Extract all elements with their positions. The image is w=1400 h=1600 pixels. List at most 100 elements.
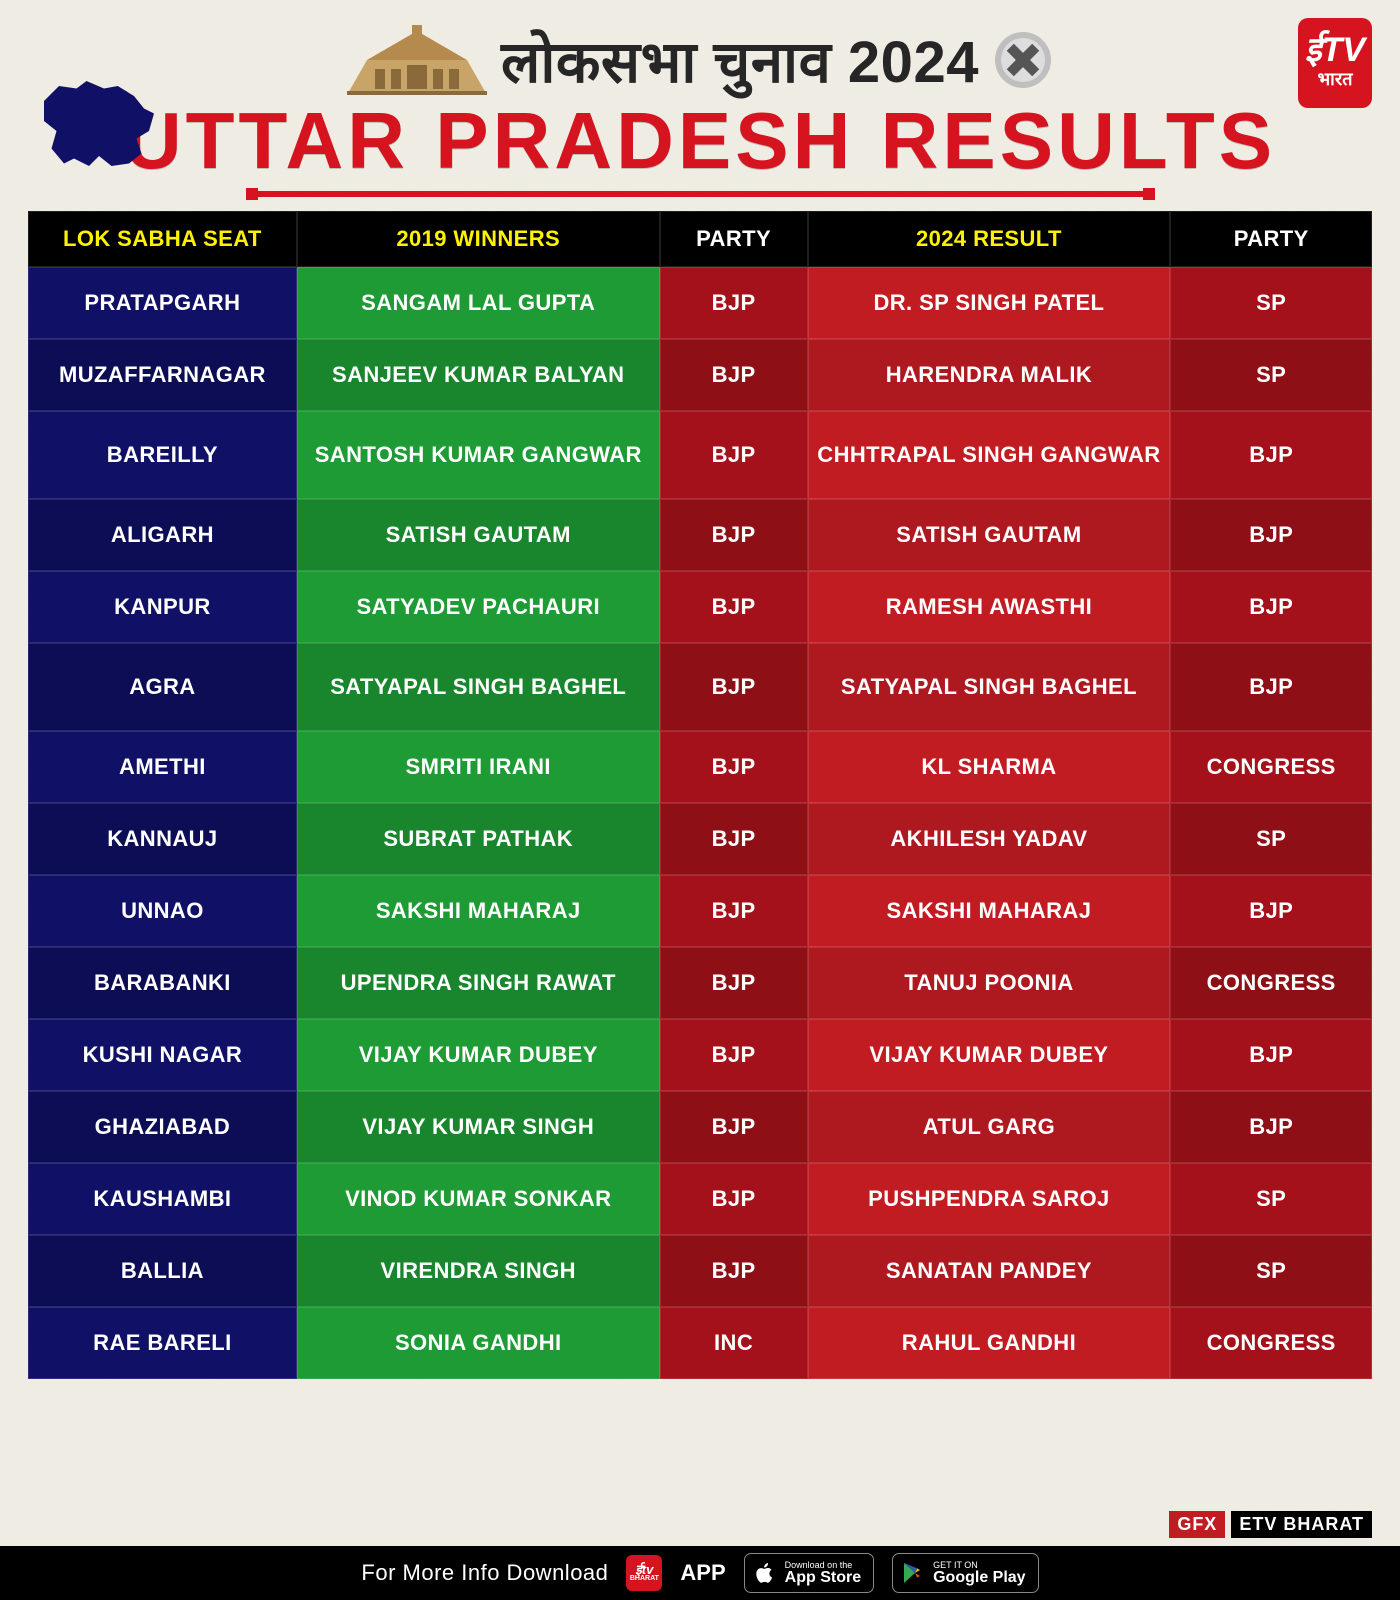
table-row: RAE BARELISONIA GANDHIINCRAHUL GANDHICON… bbox=[28, 1307, 1372, 1379]
table-row: AMETHISMRITI IRANIBJPKL SHARMACONGRESS bbox=[28, 731, 1372, 803]
table-row: UNNAOSAKSHI MAHARAJBJPSAKSHI MAHARAJBJP bbox=[28, 875, 1372, 947]
cell-win24: KL SHARMA bbox=[808, 731, 1171, 803]
cell-seat: KAUSHAMBI bbox=[28, 1163, 297, 1235]
cell-win24: RAHUL GANDHI bbox=[808, 1307, 1171, 1379]
table-row: KUSHI NAGARVIJAY KUMAR DUBEYBJPVIJAY KUM… bbox=[28, 1019, 1372, 1091]
cell-win24: AKHILESH YADAV bbox=[808, 803, 1171, 875]
cell-win24: DR. SP SINGH PATEL bbox=[808, 267, 1171, 339]
cell-win19: SANTOSH KUMAR GANGWAR bbox=[297, 411, 660, 499]
ballot-icon bbox=[993, 30, 1053, 90]
table-row: BARABANKIUPENDRA SINGH RAWATBJPTANUJ POO… bbox=[28, 947, 1372, 1019]
appstore-badge[interactable]: Download on the App Store bbox=[744, 1553, 874, 1593]
col-header: PARTY bbox=[1170, 211, 1372, 267]
cell-seat: PRATAPGARH bbox=[28, 267, 297, 339]
table-row: KANNAUJSUBRAT PATHAKBJPAKHILESH YADAVSP bbox=[28, 803, 1372, 875]
cell-win19: SAKSHI MAHARAJ bbox=[297, 875, 660, 947]
col-header: LOK SABHA SEAT bbox=[28, 211, 297, 267]
cell-p19: INC bbox=[660, 1307, 808, 1379]
app-label: APP bbox=[680, 1560, 725, 1586]
cell-win19: SMRITI IRANI bbox=[297, 731, 660, 803]
table-row: MUZAFFARNAGARSANJEEV KUMAR BALYANBJPHARE… bbox=[28, 339, 1372, 411]
cell-win19: VIJAY KUMAR DUBEY bbox=[297, 1019, 660, 1091]
devanagari-title: लोकसभा चुनाव 2024 bbox=[501, 20, 979, 99]
cell-seat: KUSHI NAGAR bbox=[28, 1019, 297, 1091]
cell-p24: SP bbox=[1170, 803, 1372, 875]
cell-p24: SP bbox=[1170, 1163, 1372, 1235]
table-row: GHAZIABADVIJAY KUMAR SINGHBJPATUL GARGBJ… bbox=[28, 1091, 1372, 1163]
cell-p19: BJP bbox=[660, 1019, 808, 1091]
cell-win19: SANGAM LAL GUPTA bbox=[297, 267, 660, 339]
apple-icon bbox=[753, 1561, 777, 1585]
cell-seat: ALIGARH bbox=[28, 499, 297, 571]
cell-p19: BJP bbox=[660, 499, 808, 571]
main-title: UTTAR PRADESH RESULTS bbox=[28, 95, 1372, 187]
cell-p19: BJP bbox=[660, 339, 808, 411]
cell-p24: BJP bbox=[1170, 1091, 1372, 1163]
cell-seat: KANNAUJ bbox=[28, 803, 297, 875]
cell-p24: CONGRESS bbox=[1170, 731, 1372, 803]
cell-seat: BALLIA bbox=[28, 1235, 297, 1307]
cell-win24: VIJAY KUMAR DUBEY bbox=[808, 1019, 1171, 1091]
results-table: LOK SABHA SEAT2019 WINNERSPARTY2024 RESU… bbox=[28, 211, 1372, 1379]
credit-strip: GFX ETV BHARAT bbox=[1169, 1511, 1372, 1538]
col-header: 2024 RESULT bbox=[808, 211, 1171, 267]
cell-p19: BJP bbox=[660, 947, 808, 1019]
cell-p24: SP bbox=[1170, 267, 1372, 339]
cell-win19: SATYAPAL SINGH BAGHEL bbox=[297, 643, 660, 731]
table-header-row: LOK SABHA SEAT2019 WINNERSPARTY2024 RESU… bbox=[28, 211, 1372, 267]
cell-win19: SUBRAT PATHAK bbox=[297, 803, 660, 875]
appstore-big: App Store bbox=[785, 1570, 861, 1586]
cell-win24: CHHTRAPAL SINGH GANGWAR bbox=[808, 411, 1171, 499]
cell-p19: BJP bbox=[660, 267, 808, 339]
header: लोकसभा चुनाव 2024 UTTAR PRADESH RESULTS bbox=[28, 20, 1372, 197]
cell-seat: RAE BARELI bbox=[28, 1307, 297, 1379]
cell-p19: BJP bbox=[660, 1091, 808, 1163]
cell-p24: BJP bbox=[1170, 643, 1372, 731]
table-row: KAUSHAMBIVINOD KUMAR SONKARBJPPUSHPENDRA… bbox=[28, 1163, 1372, 1235]
col-header: PARTY bbox=[660, 211, 808, 267]
parliament-icon bbox=[347, 25, 487, 95]
infographic-canvas: ईTV भारत लोकसभा च bbox=[0, 0, 1400, 1600]
cell-p19: BJP bbox=[660, 731, 808, 803]
play-big: Google Play bbox=[933, 1570, 1025, 1586]
cell-p19: BJP bbox=[660, 875, 808, 947]
footer-bar: For More Info Download ईtvBHARAT APP Dow… bbox=[0, 1546, 1400, 1600]
cell-win24: SAKSHI MAHARAJ bbox=[808, 875, 1171, 947]
logo-bottom: भारत bbox=[1318, 67, 1353, 91]
cell-win24: SANATAN PANDEY bbox=[808, 1235, 1171, 1307]
cell-win24: PUSHPENDRA SAROJ bbox=[808, 1163, 1171, 1235]
cell-p19: BJP bbox=[660, 1163, 808, 1235]
cell-seat: GHAZIABAD bbox=[28, 1091, 297, 1163]
cell-p24: BJP bbox=[1170, 499, 1372, 571]
cell-win19: SANJEEV KUMAR BALYAN bbox=[297, 339, 660, 411]
cell-win19: VIJAY KUMAR SINGH bbox=[297, 1091, 660, 1163]
table-row: KANPURSATYADEV PACHAURIBJPRAMESH AWASTHI… bbox=[28, 571, 1372, 643]
cell-p19: BJP bbox=[660, 803, 808, 875]
cell-seat: BAREILLY bbox=[28, 411, 297, 499]
cell-seat: UNNAO bbox=[28, 875, 297, 947]
table-row: AGRASATYAPAL SINGH BAGHELBJPSATYAPAL SIN… bbox=[28, 643, 1372, 731]
cell-win24: HARENDRA MALIK bbox=[808, 339, 1171, 411]
cell-p24: BJP bbox=[1170, 571, 1372, 643]
cell-win19: UPENDRA SINGH RAWAT bbox=[297, 947, 660, 1019]
logo-top: ईTV bbox=[1305, 35, 1365, 66]
cell-win19: VIRENDRA SINGH bbox=[297, 1235, 660, 1307]
cell-p19: BJP bbox=[660, 571, 808, 643]
cell-seat: AGRA bbox=[28, 643, 297, 731]
cell-p24: SP bbox=[1170, 339, 1372, 411]
footer-text: For More Info Download bbox=[361, 1560, 608, 1586]
cell-p19: BJP bbox=[660, 1235, 808, 1307]
cell-win19: SONIA GANDHI bbox=[297, 1307, 660, 1379]
cell-p24: BJP bbox=[1170, 875, 1372, 947]
cell-p24: BJP bbox=[1170, 1019, 1372, 1091]
playstore-badge[interactable]: GET IT ON Google Play bbox=[892, 1553, 1038, 1593]
cell-win24: RAMESH AWASTHI bbox=[808, 571, 1171, 643]
cell-p24: CONGRESS bbox=[1170, 1307, 1372, 1379]
etvb-badge: ETV BHARAT bbox=[1231, 1511, 1372, 1538]
table-row: BAREILLYSANTOSH KUMAR GANGWARBJPCHHTRAPA… bbox=[28, 411, 1372, 499]
channel-logo: ईTV भारत bbox=[1298, 18, 1372, 108]
cell-seat: KANPUR bbox=[28, 571, 297, 643]
cell-seat: BARABANKI bbox=[28, 947, 297, 1019]
table-row: BALLIAVIRENDRA SINGHBJPSANATAN PANDEYSP bbox=[28, 1235, 1372, 1307]
cell-win19: SATISH GAUTAM bbox=[297, 499, 660, 571]
